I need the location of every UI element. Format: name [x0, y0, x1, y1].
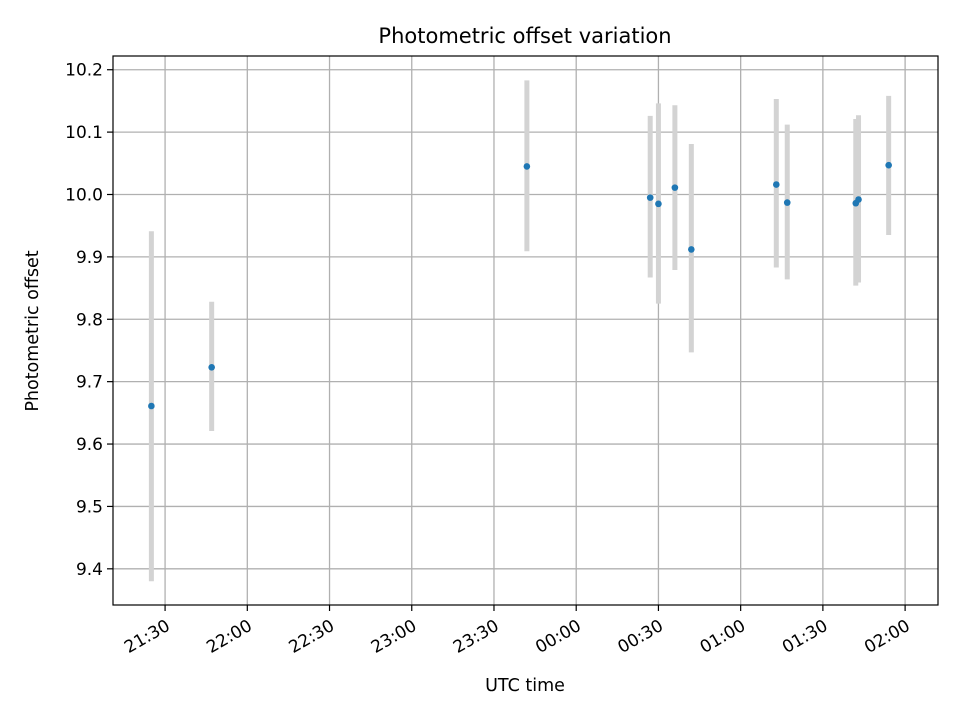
data-point	[783, 199, 791, 206]
y-tick-label: 9.9	[76, 248, 103, 268]
data-point	[772, 181, 780, 188]
plot-frame	[112, 55, 939, 606]
data-point	[885, 161, 892, 169]
y-axis-ticks: 9.4 9.5 9.6 9.7 9.8 9.9 10.0 10.1 10.2	[65, 61, 113, 580]
y-tick-label: 10.0	[65, 185, 103, 205]
y-tick-label: 9.4	[76, 560, 103, 580]
y-tick-label: 10.1	[65, 123, 103, 143]
x-axis-title: UTC time	[485, 676, 565, 696]
chart-title: Photometric offset variation	[378, 24, 671, 48]
grid-lines	[113, 56, 938, 605]
y-tick-label: 9.8	[76, 310, 103, 330]
data-point	[523, 163, 531, 170]
data-point	[688, 246, 695, 253]
data-point	[148, 402, 155, 410]
y-tick-label: 9.5	[76, 497, 103, 517]
data-point	[655, 200, 662, 208]
y-tick-label: 10.2	[65, 61, 103, 81]
data-point	[646, 194, 654, 201]
data-point	[855, 196, 862, 203]
y-axis-title: Photometric offset	[23, 250, 43, 411]
y-tick-label: 9.7	[76, 373, 103, 393]
data-point	[671, 184, 679, 191]
data-point	[208, 364, 215, 371]
data-points	[148, 161, 892, 410]
y-tick-label: 9.6	[76, 435, 103, 455]
